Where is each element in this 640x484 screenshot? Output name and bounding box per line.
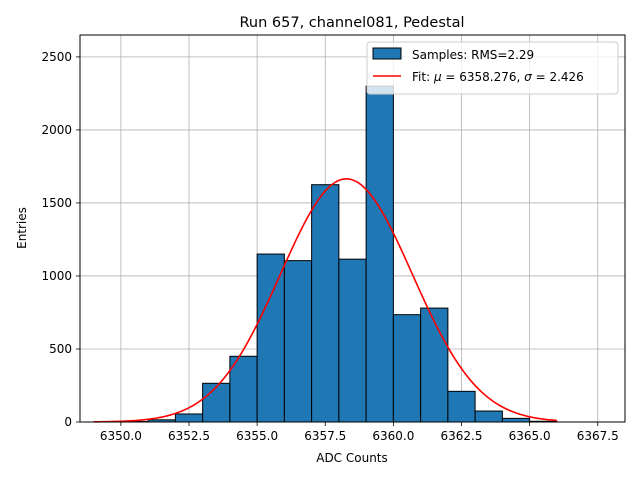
histogram-bar xyxy=(312,185,339,422)
legend-fit-sigma-value: = 2.426 xyxy=(532,70,584,84)
histogram-bar xyxy=(284,261,311,422)
y-tick-label: 2000 xyxy=(41,123,72,137)
y-tick-label: 2500 xyxy=(41,50,72,64)
x-tick-label: 6350.0 xyxy=(100,429,142,443)
histogram-bar xyxy=(502,418,529,422)
x-tick-label: 6355.0 xyxy=(236,429,278,443)
histogram-bar xyxy=(339,259,366,422)
histogram-bar xyxy=(393,315,420,422)
histogram-bar xyxy=(203,383,230,422)
y-tick-label: 1000 xyxy=(41,269,72,283)
y-axis-label: Entries xyxy=(15,207,29,249)
histogram-bar xyxy=(475,411,502,422)
x-tick-label: 6360.0 xyxy=(372,429,414,443)
legend-fit-prefix: Fit: xyxy=(412,70,434,84)
histogram-bar xyxy=(366,86,393,422)
histogram-bar xyxy=(421,308,448,422)
legend-fit-mu-symbol: μ xyxy=(433,70,442,84)
y-tick-label: 0 xyxy=(64,415,72,429)
x-axis-label: ADC Counts xyxy=(316,451,388,465)
x-tick-label: 6352.5 xyxy=(168,429,210,443)
x-tick-label: 6357.5 xyxy=(304,429,346,443)
x-tick-label: 6362.5 xyxy=(441,429,483,443)
chart-title: Run 657, channel081, Pedestal xyxy=(239,15,464,31)
legend: Samples: RMS=2.29 Fit: μ = 6358.276, σ =… xyxy=(367,42,618,94)
legend-fit-label: Fit: μ = 6358.276, σ = 2.426 xyxy=(412,70,584,84)
y-tick-label: 1500 xyxy=(41,196,72,210)
histogram-bar xyxy=(257,254,284,422)
legend-histogram-swatch xyxy=(373,48,401,59)
legend-fit-mu-value: = 6358.276, xyxy=(442,70,525,84)
histogram-bar xyxy=(448,391,475,422)
x-tick-label: 6367.5 xyxy=(577,429,619,443)
legend-histogram-label: Samples: RMS=2.29 xyxy=(412,48,534,62)
x-tick-label: 6365.0 xyxy=(509,429,551,443)
histogram-bar xyxy=(175,414,202,422)
y-tick-label: 500 xyxy=(49,342,72,356)
